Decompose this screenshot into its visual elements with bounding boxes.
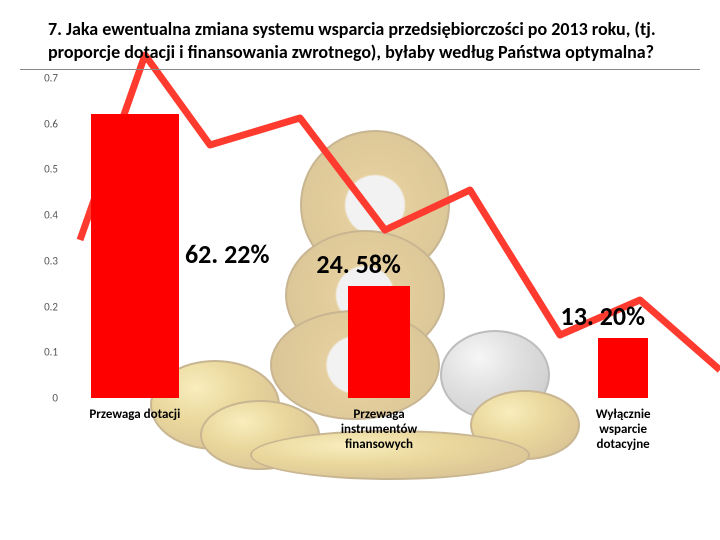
chart-area: 00.10.20.30.40.50.60.7 62. 22%24. 58%13.… [28, 78, 692, 438]
y-tick: 0.4 [44, 209, 58, 222]
y-tick: 0 [52, 392, 58, 405]
title-container: 7. Jaka ewentualna zmiana systemu wsparc… [20, 0, 700, 70]
value-label: 24. 58% [316, 248, 401, 280]
y-tick: 0.2 [44, 300, 58, 313]
bar [348, 286, 411, 398]
chart-title: 7. Jaka ewentualna zmiana systemu wsparc… [48, 18, 672, 63]
y-tick: 0.7 [44, 72, 58, 85]
y-axis: 00.10.20.30.40.50.60.7 [28, 78, 62, 398]
x-label: Wyłączniewsparciedotacyjne [548, 408, 698, 453]
value-label: 62. 22% [185, 238, 270, 270]
bar [91, 114, 179, 398]
bar [598, 338, 648, 398]
y-tick: 0.5 [44, 163, 58, 176]
y-tick: 0.6 [44, 117, 58, 130]
y-tick: 0.1 [44, 346, 58, 359]
x-label: Przewaga dotacji [60, 408, 210, 423]
value-label: 13. 20% [561, 300, 646, 332]
x-label: Przewagainstrumentówfinansowych [304, 408, 454, 453]
plot-area: 62. 22% 24. 58% 13. 20% [66, 78, 692, 398]
y-tick: 0.3 [44, 254, 58, 267]
